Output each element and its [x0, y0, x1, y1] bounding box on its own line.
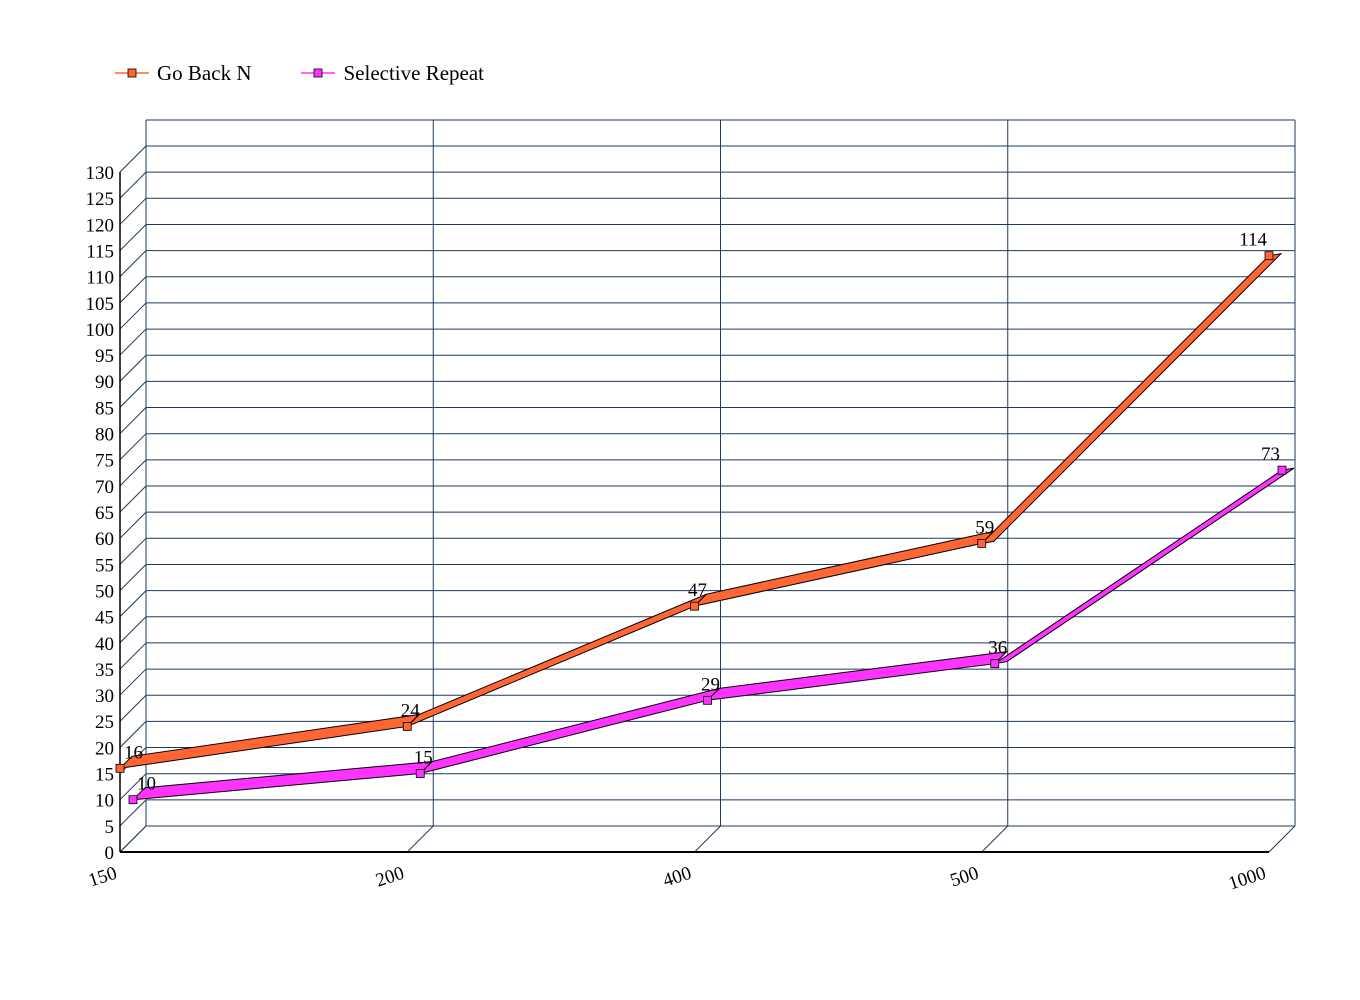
y-tick-label: 85 [95, 398, 114, 419]
chart-legend: Go Back N Selective Repeat [115, 58, 534, 88]
y-tick-label: 30 [95, 686, 114, 707]
data-label: 15 [414, 748, 433, 769]
data-marker [1277, 465, 1287, 475]
data-label: 73 [1261, 444, 1280, 465]
side-wall-line [119, 721, 147, 748]
legend-marker-selective-repeat [301, 68, 336, 78]
y-tick-label: 110 [86, 268, 114, 289]
y-tick-label: 75 [95, 451, 114, 472]
side-wall-line [119, 511, 147, 539]
y-tick-label: 25 [95, 712, 114, 733]
series-segment [706, 651, 1009, 701]
data-label: 29 [701, 674, 720, 695]
data-marker [690, 601, 699, 611]
y-tick-label: 65 [95, 503, 114, 524]
data-label: 47 [688, 580, 707, 601]
x-tick-label: 150 [86, 863, 120, 892]
side-wall-line [119, 250, 147, 277]
data-marker [703, 695, 712, 705]
side-wall-line [119, 564, 147, 591]
y-tick-label: 35 [95, 660, 114, 681]
side-wall-line [119, 328, 147, 356]
side-wall-line [119, 616, 147, 644]
floor-line [981, 825, 1009, 853]
y-tick-label: 130 [86, 163, 115, 184]
side-wall-line [119, 354, 147, 382]
y-tick-label: 70 [95, 477, 114, 498]
side-wall-line [119, 773, 147, 801]
data-marker [977, 538, 987, 548]
y-tick-label: 15 [95, 765, 114, 786]
floor-line [406, 825, 434, 853]
data-marker [402, 722, 412, 731]
legend-item-selective-repeat: Selective Repeat [301, 61, 484, 86]
y-tick-label: 80 [95, 425, 114, 446]
series-selective-repeat: 10 15 29 36 73 [128, 444, 1295, 805]
data-marker [1264, 251, 1274, 261]
x-tick-label: 200 [373, 863, 407, 892]
floor-line [119, 825, 147, 853]
y-tick-label: 60 [95, 529, 114, 550]
side-wall-line [119, 799, 147, 827]
side-wall-line [119, 381, 147, 408]
side-wall-line [119, 433, 147, 461]
legend-label-go-back-n: Go Back N [157, 60, 252, 85]
series-go-back-n: 16 24 47 59 114 [115, 230, 1283, 773]
side-wall-line [119, 694, 147, 722]
series-segment [131, 760, 434, 801]
side-wall-line [119, 590, 147, 617]
side-wall-line [119, 171, 147, 199]
side-wall-line [119, 668, 147, 696]
y-tick-label: 45 [95, 608, 114, 629]
y-tick-label: 120 [86, 215, 115, 236]
y-tick-label: 50 [95, 581, 114, 602]
data-marker [128, 795, 138, 805]
y-tick-label: 55 [95, 555, 114, 576]
y-tick-label: 40 [95, 634, 114, 655]
floor-line [694, 825, 721, 853]
x-tick-label: 1000 [1226, 863, 1269, 895]
y-tick-label: 105 [86, 294, 115, 315]
series-segment [692, 530, 996, 608]
y-tick-label: 115 [86, 241, 114, 262]
legend-label-selective-repeat: Selective Repeat [343, 60, 485, 85]
y-tick-label: 5 [105, 817, 115, 838]
side-wall-line [119, 537, 147, 565]
data-marker [415, 769, 425, 778]
data-label: 16 [124, 742, 143, 763]
side-wall-line [119, 459, 147, 487]
legend-item-go-back-n: Go Back N [115, 61, 251, 86]
y-tick-label: 10 [95, 791, 114, 812]
y-tick-label: 20 [95, 738, 114, 759]
series-segment [980, 252, 1283, 545]
legend-marker-go-back-n [115, 68, 149, 78]
side-wall-line [119, 197, 147, 225]
series-segment [994, 467, 1295, 665]
side-wall-line [119, 485, 147, 513]
y-tick-label: 0 [105, 843, 115, 864]
data-label: 24 [401, 700, 421, 721]
side-wall-line [119, 224, 147, 251]
x-tick-label: 400 [660, 863, 694, 892]
y-tick-label: 90 [95, 372, 114, 393]
y-tick-label: 100 [86, 320, 115, 341]
side-wall-line [119, 145, 147, 173]
side-wall-line [119, 276, 147, 304]
data-marker [990, 659, 1000, 669]
series-segment [118, 713, 421, 770]
x-tick-label: 500 [948, 863, 982, 892]
y-tick-label: 125 [86, 189, 115, 210]
floor-line [1268, 825, 1296, 853]
data-label: 36 [988, 638, 1007, 659]
data-marker [115, 763, 125, 773]
side-wall-line [119, 302, 147, 330]
side-wall-line [119, 642, 147, 670]
side-wall-line [119, 407, 147, 434]
data-label: 59 [975, 517, 994, 538]
y-tick-label: 95 [95, 346, 114, 367]
data-label: 114 [1239, 230, 1267, 251]
data-label: 10 [137, 774, 156, 795]
